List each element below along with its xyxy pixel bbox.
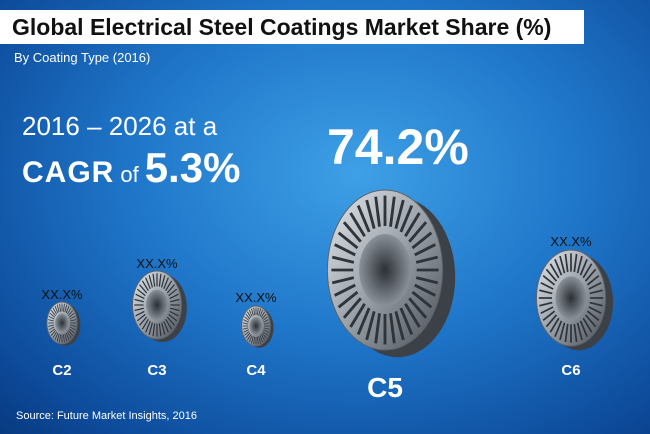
title-band: Global Electrical Steel Coatings Market … (0, 10, 584, 44)
stator-core-icon (326, 189, 456, 358)
cagr-of: of (120, 162, 139, 187)
category-label-c3: C3 (147, 362, 167, 379)
chart-title: Global Electrical Steel Coatings Market … (12, 13, 552, 40)
category-label-c5: C5 (367, 372, 403, 403)
value-label-c5: 74.2% (327, 119, 469, 175)
cagr-label: CAGR (22, 156, 115, 189)
stator-core-icon (46, 301, 81, 346)
chart-subtitle: By Coating Type (2016) (14, 50, 151, 65)
category-label-c2: C2 (52, 362, 72, 379)
stator-core-icon (132, 270, 187, 343)
stator-core-icon (535, 249, 614, 351)
value-label-c3: XX.X% (136, 256, 178, 271)
value-label-c2: XX.X% (41, 287, 83, 302)
value-label-c6: XX.X% (550, 234, 592, 249)
category-label-c6: C6 (561, 362, 581, 379)
value-label-c4: XX.X% (235, 290, 277, 305)
cagr-value: 5.3% (144, 144, 241, 191)
source-note: Source: Future Market Insights, 2016 (16, 410, 197, 422)
cagr-period: 2016 – 2026 at a (22, 111, 218, 141)
stator-core-icon (241, 305, 274, 348)
category-label-c4: C4 (246, 362, 266, 379)
cagr-block: CAGR of 5.3% (22, 144, 240, 192)
